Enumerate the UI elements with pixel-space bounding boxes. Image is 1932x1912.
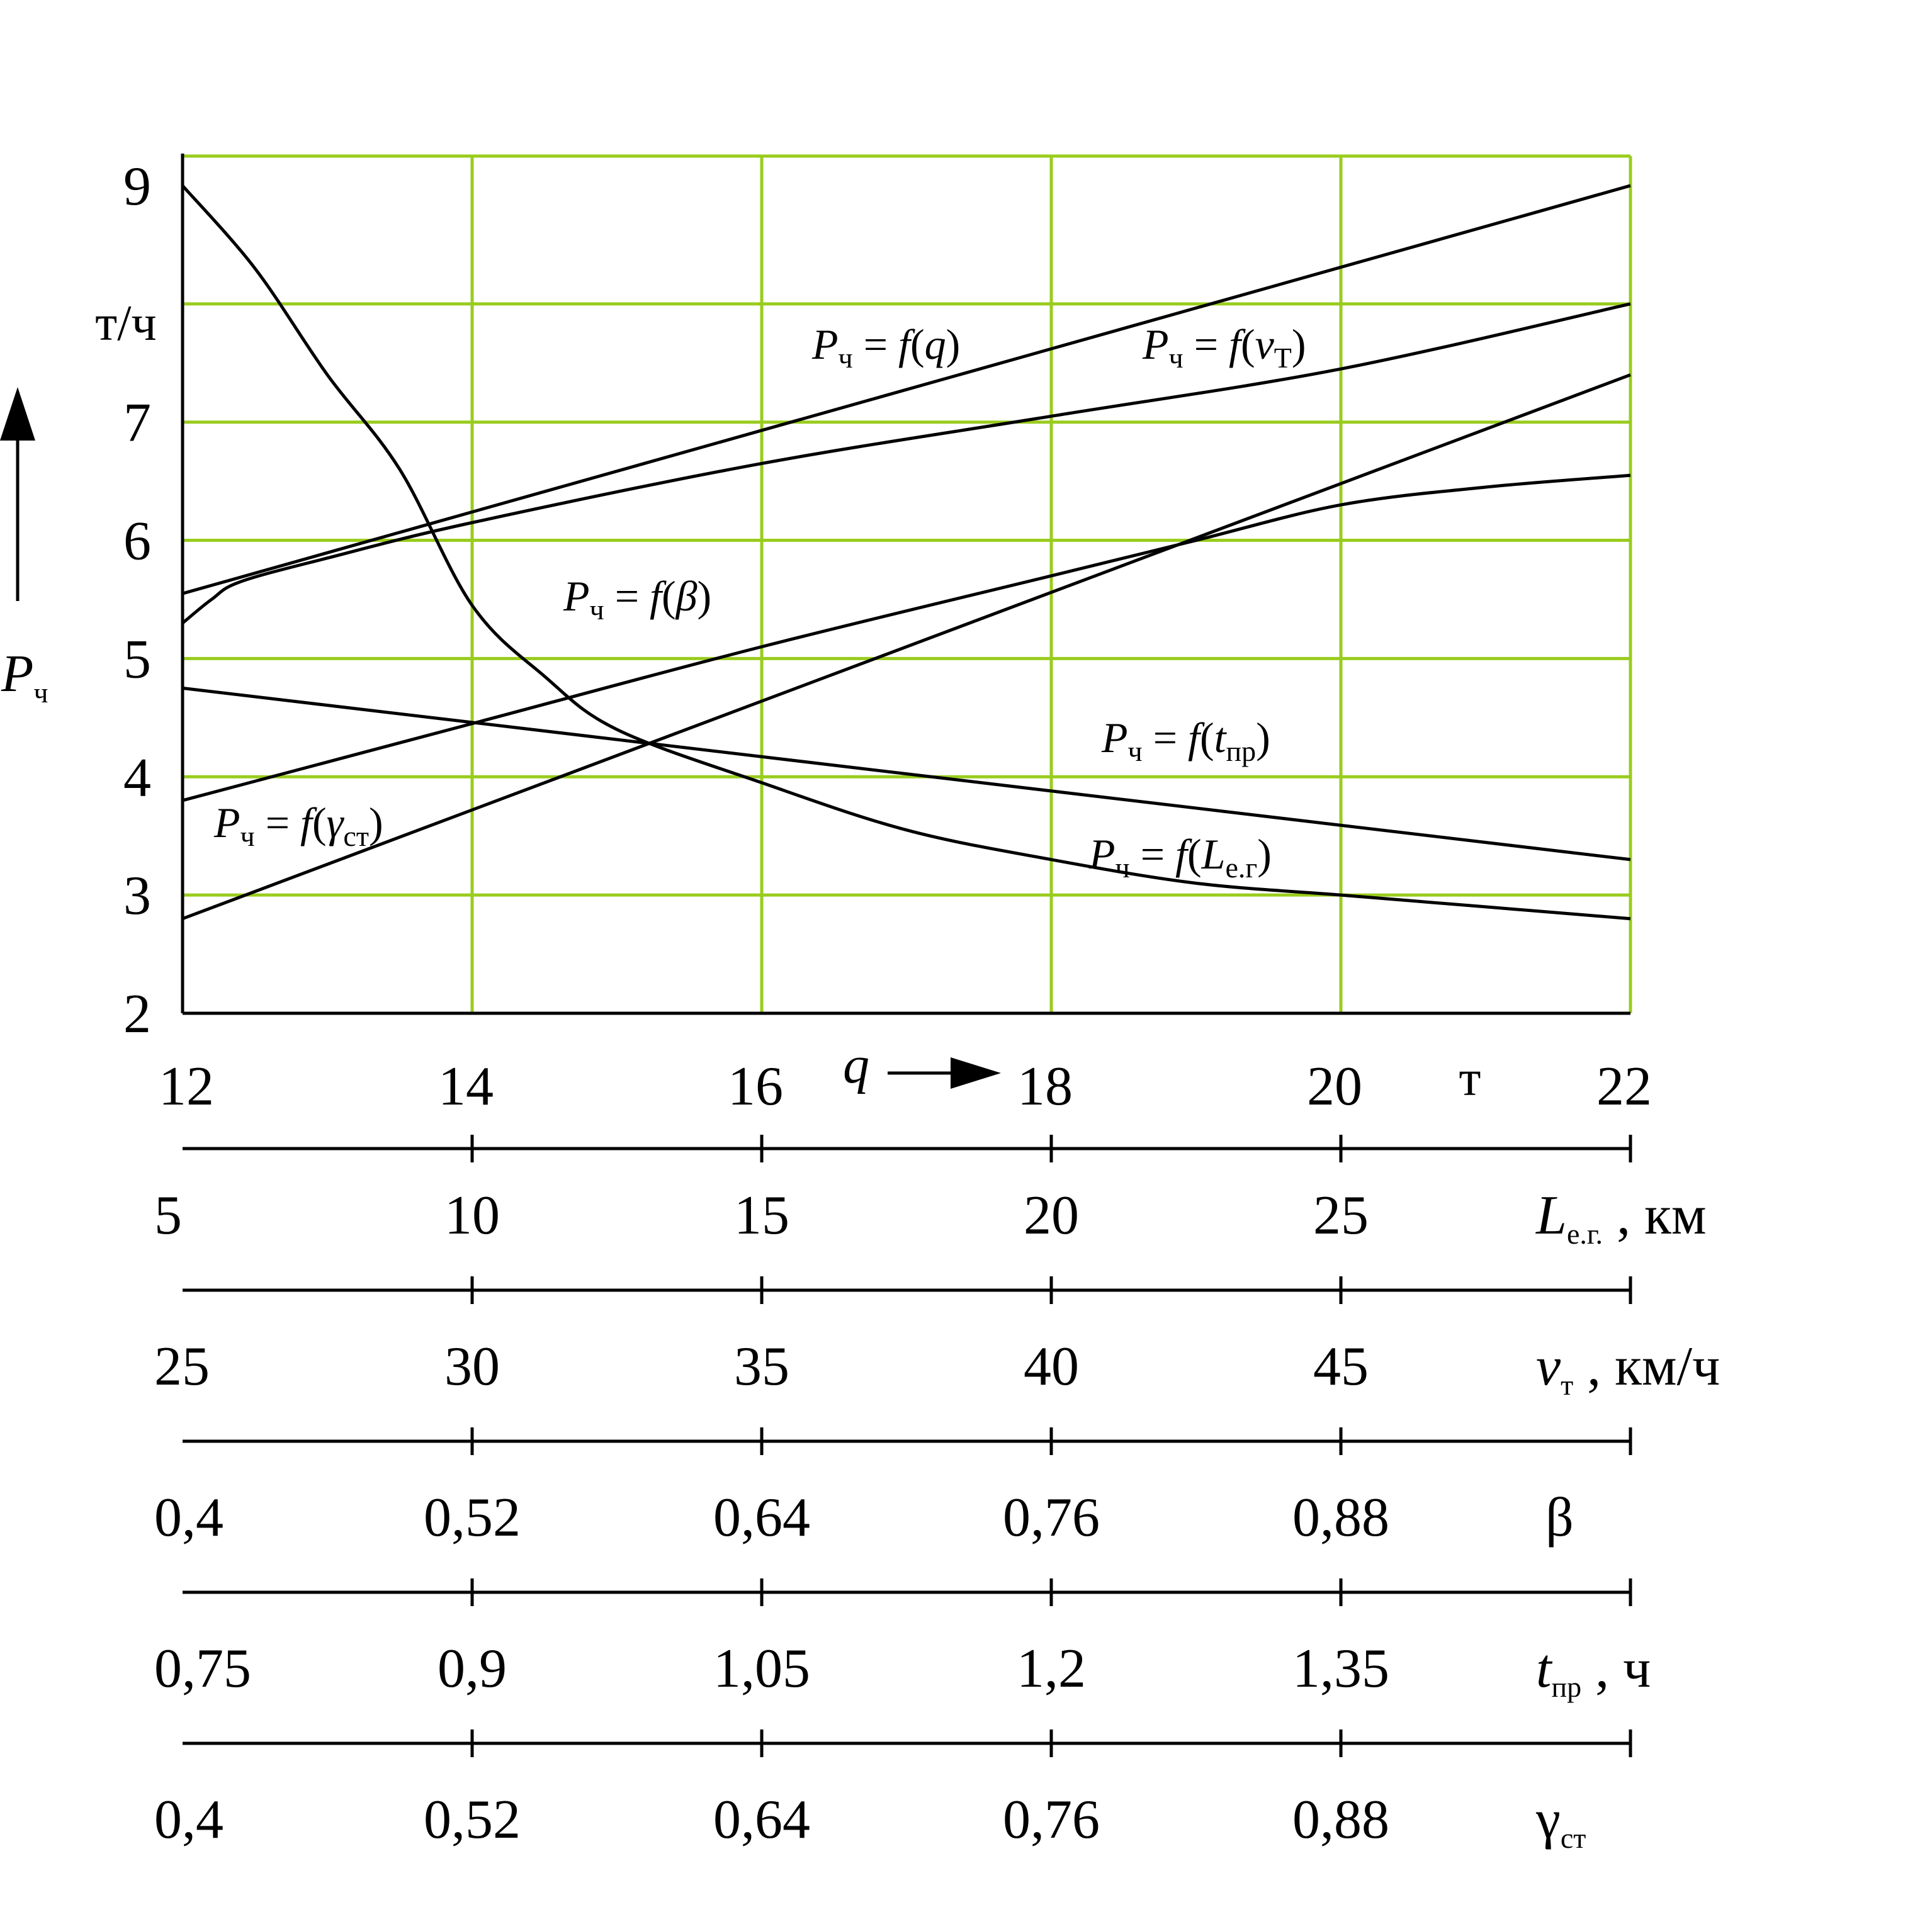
series-line-gamma <box>182 373 1631 921</box>
axes: 2 3 4 5 6 7 9 т/ч Pч 12 14 16 18 20 22 q т <box>0 154 1652 1117</box>
series-line-L <box>181 184 1631 921</box>
scale-axis-label-gamma: γст <box>1535 1789 1586 1854</box>
y-tick-label: 4 <box>123 747 151 808</box>
scale-tick-label-tpr: 0,9 <box>438 1638 507 1699</box>
x-tick-label: 14 <box>438 1056 494 1117</box>
x-axis-name: q <box>843 1036 869 1094</box>
x-tick-label: 16 <box>728 1056 783 1117</box>
scale-tick-label-L: 25 <box>1313 1185 1369 1246</box>
series-label-v: Pч = f(vТ) <box>1142 320 1306 374</box>
scale-tick-label-beta: 0,52 <box>424 1487 521 1548</box>
series-lines <box>181 184 1631 921</box>
scale-tick-label-L: 20 <box>1024 1185 1079 1246</box>
scale-tick-label-gamma: 0,4 <box>154 1789 223 1850</box>
y-tick-label: 7 <box>123 393 151 454</box>
scale-tick-label-v: 30 <box>444 1336 500 1397</box>
grid <box>183 154 1632 1013</box>
scale-tick-label-v: 25 <box>154 1336 210 1397</box>
scale-tick-label-tpr: 1,05 <box>713 1638 810 1699</box>
scale-tick-label-gamma: 0,52 <box>424 1789 521 1850</box>
y-tick-label: 5 <box>123 629 151 690</box>
scale-tick-label-tpr: 0,75 <box>154 1638 251 1699</box>
scale-tick-label-beta: 0,88 <box>1292 1487 1389 1548</box>
y-axis-unit: т/ч <box>95 296 156 351</box>
scale-tick-label-gamma: 0,76 <box>1003 1789 1100 1850</box>
scale-tick-label-v: 40 <box>1024 1336 1079 1397</box>
x-axis-arrow-head <box>951 1057 1001 1089</box>
x-tick-label: 22 <box>1596 1056 1652 1117</box>
scale-tick-label-L: 10 <box>444 1185 500 1246</box>
series-line-v <box>181 302 1631 624</box>
series-label-L: Pч = f(Lе.г) <box>1088 830 1272 884</box>
annotations: Pч = f(q) Pч = f(vТ) Pч = f(β) Pч = f(tпр) P… <box>213 320 1306 884</box>
series-label-beta: Pч = f(β) <box>563 572 711 626</box>
x-tick-label: 12 <box>159 1056 214 1117</box>
scale-tick-label-L: 15 <box>734 1185 789 1246</box>
series-label-q: Pч = f(q) <box>811 320 960 374</box>
x-tick-label: 20 <box>1307 1056 1362 1117</box>
scale-tick-label-tpr: 1,35 <box>1292 1638 1389 1699</box>
series-line-tpr <box>182 686 1631 862</box>
y-tick-label: 6 <box>123 511 151 572</box>
series-line-beta <box>182 473 1631 802</box>
scale-tick-label-beta: 0,4 <box>154 1487 223 1548</box>
scale-tick-label-v: 45 <box>1313 1336 1369 1397</box>
scale-tick-label-gamma: 0,64 <box>713 1789 810 1850</box>
scale-tick-label-L: 5 <box>154 1185 182 1246</box>
scale-tick-label-beta: 0,64 <box>713 1487 810 1548</box>
y-tick-label: 9 <box>123 156 151 217</box>
scale-tick-label-v: 35 <box>734 1336 789 1397</box>
scale-axis-label-tpr: tпр , ч <box>1536 1638 1651 1703</box>
scale-tick-label-gamma: 0,88 <box>1292 1789 1389 1850</box>
series-label-tpr: Pч = f(tпр) <box>1101 714 1270 767</box>
series-label-gamma: Pч = f(γст) <box>213 799 383 852</box>
x-tick-label: 18 <box>1017 1056 1073 1117</box>
scale-tick-label-tpr: 1,2 <box>1017 1638 1086 1699</box>
scale-axis-label-v: vт , км/ч <box>1536 1336 1720 1401</box>
secondary-scales: 5 10 15 20 25 Lе.г. , км 25 30 35 40 45 vт , км/ч 0,… <box>154 1135 1720 1854</box>
scale-axis-label-beta: β <box>1545 1487 1574 1548</box>
y-tick-label: 3 <box>123 865 151 926</box>
scale-tick-label-beta: 0,76 <box>1003 1487 1100 1548</box>
scale-axis-label-L: Lе.г. , км <box>1535 1185 1707 1250</box>
y-axis-name: Pч <box>1 644 48 709</box>
x-axis-unit: т <box>1459 1051 1481 1106</box>
y-tick-label: 2 <box>123 984 151 1045</box>
series-line-q <box>182 184 1631 595</box>
y-axis-arrow-head <box>0 387 35 441</box>
